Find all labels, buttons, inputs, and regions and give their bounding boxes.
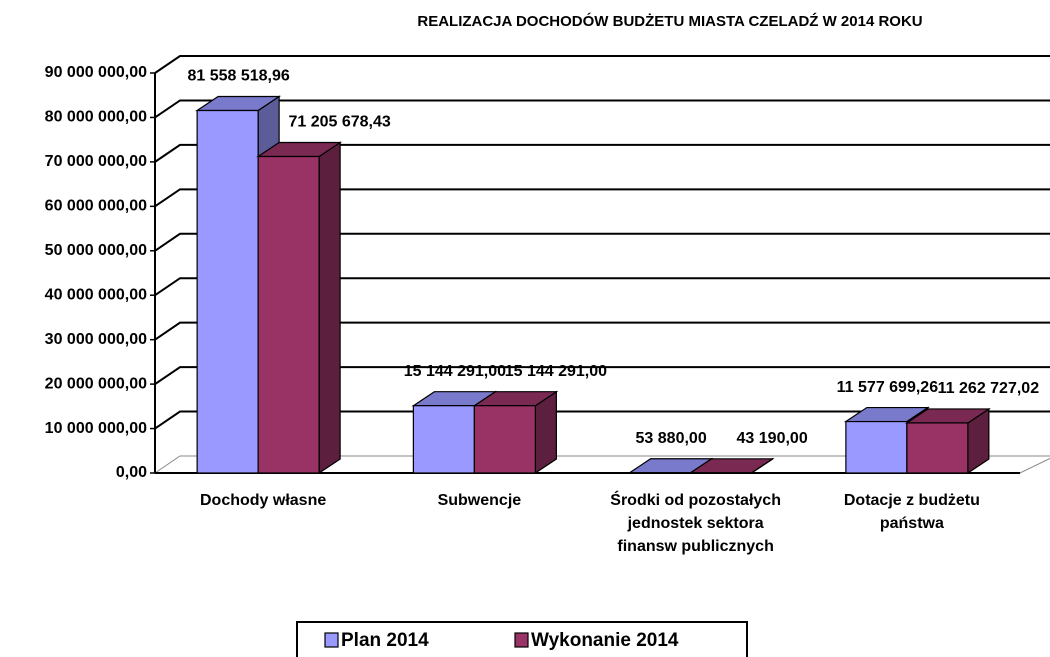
bar-front [845,420,908,474]
legend-label: Plan 2014 [341,630,429,651]
bar-front [906,422,969,474]
value-label: 15 144 291,00 [505,363,607,380]
bar-front [473,405,536,474]
grid-line [154,188,1050,208]
value-label: 53 880,00 [636,430,707,447]
y-tick-label: 20 000 000,00 [45,375,147,392]
bar-front [196,109,259,474]
bar [472,390,559,475]
value-label: 81 558 518,96 [187,68,289,85]
y-tick-label: 10 000 000,00 [45,420,147,437]
y-tick-label: 40 000 000,00 [45,286,147,303]
x-tick-label: Dotacje z budżetu państwa [843,492,980,532]
grid-line [154,55,1050,74]
x-tick-label: Dochody własne [200,492,327,509]
x-tick-label: Subwencje [437,492,522,509]
value-label: 71 205 678,43 [288,114,390,131]
x-tick-label: Środki od pozostałych jednostek sektora … [610,492,781,555]
y-tick-label: 0,00 [116,464,147,481]
grid-line [154,366,1050,385]
y-tick-label: 60 000 000,00 [45,198,147,215]
bar [904,407,991,475]
grid-line [154,99,1050,119]
grid-line [154,277,1050,297]
value-label: 15 144 291,00 [404,363,506,380]
value-label: 43 190,00 [737,430,808,447]
value-label: 11 577 699,26 [837,379,939,396]
grid-line [154,232,1050,252]
y-tick-label: 90 000 000,00 [45,64,147,81]
y-tick-label: 70 000 000,00 [45,153,147,170]
bar-front [257,155,320,474]
grid-line [154,321,1050,341]
legend-swatch [514,632,529,648]
bar-side [318,141,341,475]
legend-label: Wykonanie 2014 [531,630,679,651]
value-label: 11 262 727,02 [938,380,1040,397]
y-tick-label: 50 000 000,00 [45,242,147,259]
y-tick-label: 80 000 000,00 [45,109,147,126]
grid-line [154,143,1050,163]
chart-title: REALIZACJA DOCHODÓW BUDŻETU MIASTA CZELA… [417,12,922,30]
bar-front [412,405,475,474]
bar [688,457,775,475]
grid-line [154,410,1050,430]
legend-swatch [324,632,339,648]
y-tick-label: 30 000 000,00 [45,331,147,348]
bar [256,141,343,475]
